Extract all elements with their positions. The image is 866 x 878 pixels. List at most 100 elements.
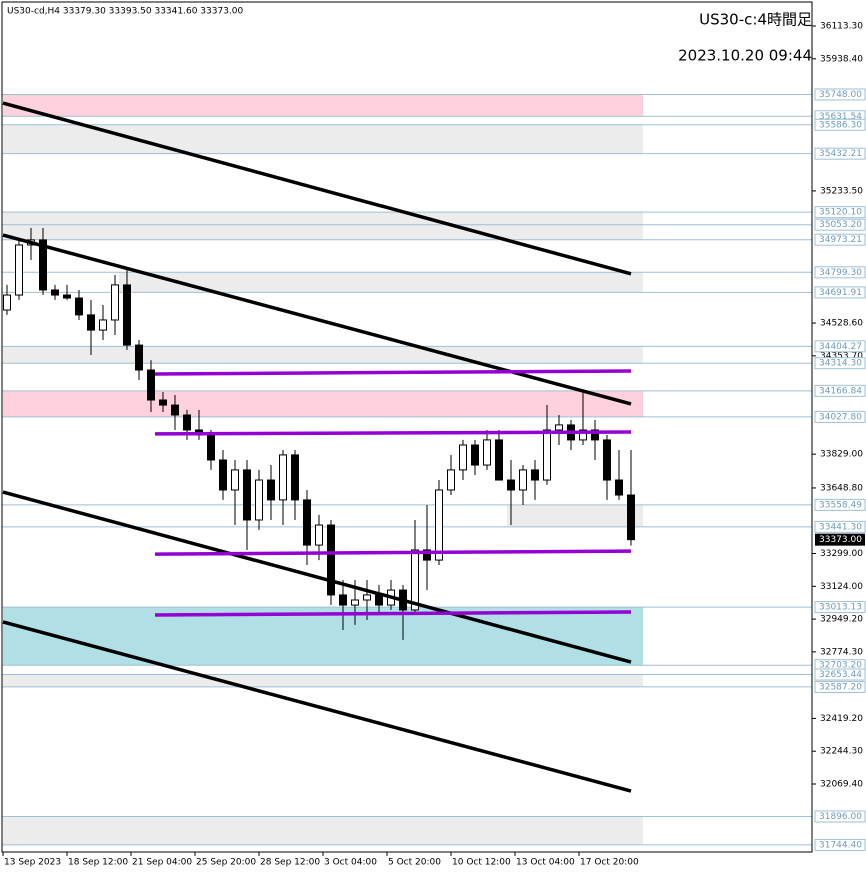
candle-body [363,594,371,601]
level-label-box [814,410,866,423]
candle-body [435,489,443,561]
zone [119,272,643,293]
candle-body [483,439,491,466]
candle-body [75,297,83,316]
y-tick-label: 33648.80 [820,483,863,493]
candle-body [3,294,11,311]
level-label: 34027.80 [819,412,862,422]
trendline [2,233,632,406]
candle-body [243,469,251,521]
candle-body [471,444,479,466]
x-tick-label: 25 Sep 20:00 [196,858,256,868]
level-label-box [814,357,866,370]
candle-body [447,469,455,491]
trendline [2,101,632,276]
candle-body [255,479,263,521]
level-label-box [814,668,866,681]
level-label-box [814,340,866,353]
candle-body [495,439,503,481]
x-tick-label: 13 Sep 2023 [4,858,61,868]
level-label: 33441.30 [819,522,862,532]
level-label: 32653.44 [819,670,862,680]
zone [3,607,643,666]
zone [3,212,643,240]
y-tick-label: 32774.30 [820,647,863,657]
level-label: 32703.20 [819,661,862,671]
y-tick-label: 32419.20 [820,714,863,724]
x-tick-label: 18 Sep 12:00 [68,858,128,868]
candle-body [291,454,299,501]
current-price-label: 33373.00 [819,535,862,545]
trendline [2,490,632,664]
x-tick-label: 5 Oct 20:00 [388,858,441,868]
axes: 36113.30 35938.40 35233.50 34528.60 34353.70… [2,21,866,868]
candle-body [327,524,335,596]
trendline [154,430,632,436]
level-label-box [814,233,866,246]
level-label: 34799.30 [819,268,862,278]
candle-body [375,594,383,606]
candle-body [579,429,587,441]
candle-body [411,549,419,611]
candle-body [99,319,107,331]
candle-body [87,314,95,331]
level-label: 35120.10 [819,208,862,218]
candle-body [459,444,467,471]
candle-body [555,424,563,431]
x-tick-label: 21 Sep 04:00 [132,858,192,868]
level-label-box [814,601,866,614]
level-label: 35586.30 [819,120,862,130]
level-label-box [814,810,866,823]
candle-body [627,494,635,541]
level-label: 33558.49 [819,500,862,510]
candle-body [123,284,131,346]
candle-body [507,479,515,491]
y-tick-label: 34528.60 [820,319,863,329]
x-tick-label: 10 Oct 12:00 [452,858,511,868]
zone [3,124,643,154]
y-tick-label: 33829.00 [820,450,863,460]
level-label-box [814,206,866,219]
y-tick-label: 35938.40 [820,54,863,64]
level-label: 34404.27 [819,342,862,352]
level-label: 34973.21 [819,235,862,245]
candle-body [135,344,143,371]
y-tick-label: 36113.30 [820,21,863,31]
level-label-box [814,498,866,511]
trendline [154,610,632,617]
zones [3,94,643,845]
y-tick-label: 32949.20 [820,615,863,625]
candle-body [159,399,167,406]
candles [3,227,635,640]
candle-body [615,479,623,496]
candle-body [519,469,527,491]
zone [3,390,643,417]
level-label: 31744.40 [819,840,862,850]
candle-body [303,499,311,546]
y-tick-label: 35233.50 [820,186,863,196]
level-label-box [814,838,866,851]
y-tick-label: 33124.00 [820,582,863,592]
candle-body [315,524,323,546]
level-label-box [814,88,866,101]
level-label: 32587.20 [819,682,862,692]
level-label-box [814,218,866,231]
level-label-box [814,286,866,299]
x-tick-label: 13 Oct 04:00 [516,858,575,868]
candle-body [51,289,59,296]
trendlines [2,101,632,793]
chart-title: US30-c:4時間足 [699,11,812,29]
candle-body [339,594,347,606]
candle-body [279,454,287,501]
level-label: 35432.21 [819,149,862,159]
level-label: 35631.54 [819,112,862,122]
trendline [2,620,632,793]
candle-body [603,439,611,481]
level-label-box [814,118,866,131]
candle-body [63,294,71,299]
level-label-box [814,147,866,160]
x-tick-label: 17 Oct 20:00 [580,858,639,868]
candle-body [15,244,23,296]
candle-body [219,459,227,491]
